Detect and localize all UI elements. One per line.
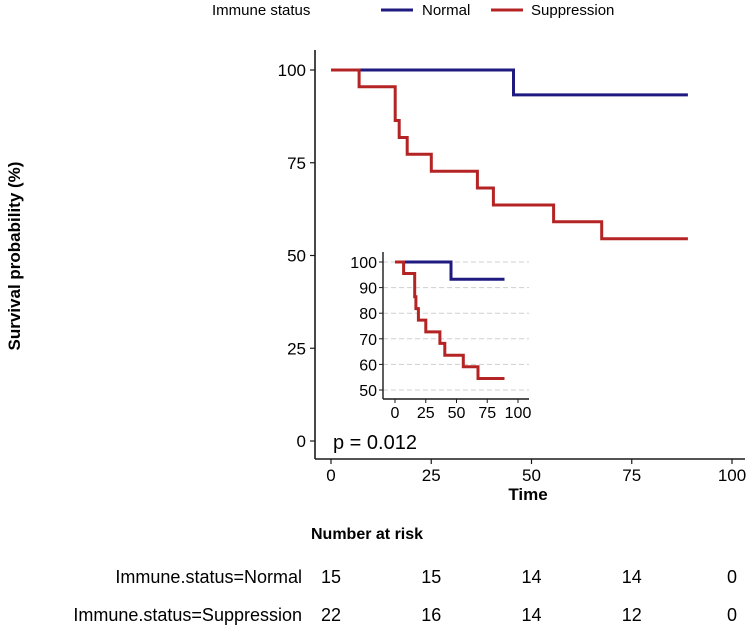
risk-cell: 22	[321, 605, 341, 625]
inset-x-tick-label: 0	[391, 405, 400, 422]
inset-gridlines	[383, 252, 529, 399]
risk-table-title: Number at risk	[311, 526, 423, 543]
inset-y-tick-label: 90	[359, 281, 377, 298]
main-x-tick-label: 25	[422, 466, 441, 485]
risk-row-label-normal: Immune.status=Normal	[115, 567, 302, 587]
p-value-label: p = 0.012	[333, 432, 417, 454]
risk-cell: 14	[521, 605, 541, 625]
risk-cell: 12	[622, 605, 642, 625]
legend-label-suppression: Suppression	[531, 2, 614, 19]
main-x-tick-label: 75	[622, 466, 641, 485]
inset-series-suppression	[395, 260, 505, 380]
risk-cell: 16	[421, 605, 441, 625]
inset-x-tick-label: 50	[448, 405, 466, 422]
inset-background	[383, 252, 529, 399]
y-axis-title: Survival probability (%)	[5, 162, 24, 351]
risk-cell: 0	[727, 605, 737, 625]
inset-x-tick-label: 75	[478, 405, 496, 422]
risk-cell: 15	[421, 567, 441, 587]
main-x-tick-label: 0	[326, 466, 335, 485]
legend: Immune status Normal Suppression	[212, 2, 614, 19]
risk-cell: 0	[727, 567, 737, 587]
inset-y-tick-label: 70	[359, 332, 377, 349]
main-y-tick-label: 0	[297, 432, 306, 451]
main-y-tick-label: 25	[287, 339, 306, 358]
main-y-tick-label: 75	[287, 154, 306, 173]
legend-label-normal: Normal	[422, 2, 470, 19]
inset-axes: 50 60 70 80 90 100 0 25 50 75 100	[350, 252, 531, 422]
x-axis-title: Time	[508, 485, 547, 504]
inset-x-tick-label: 25	[417, 405, 435, 422]
main-y-tick-label: 100	[278, 61, 306, 80]
risk-cell: 14	[622, 567, 642, 587]
risk-row-label-suppression: Immune.status=Suppression	[73, 605, 302, 625]
main-series-normal	[331, 68, 688, 97]
inset-y-tick-label: 80	[359, 306, 377, 323]
main-y-tick-label: 50	[287, 247, 306, 266]
risk-values: 15 15 14 14 0 22 16 14 12 0	[321, 567, 737, 625]
main-x-tick-label: 50	[522, 466, 541, 485]
main-series-suppression	[331, 68, 688, 241]
main-x-tick-label: 100	[718, 466, 746, 485]
risk-cell: 14	[521, 567, 541, 587]
inset-y-tick-label: 60	[359, 357, 377, 374]
main-axes: 0 25 50 75 100 0 25 50 75 100	[278, 50, 746, 485]
inset-x-tick-label: 100	[505, 405, 532, 422]
main-series-group	[331, 68, 688, 241]
inset-series-normal	[395, 260, 505, 281]
inset-series-group	[395, 260, 505, 380]
inset-y-tick-label: 50	[359, 383, 377, 400]
inset-y-tick-label: 100	[350, 255, 377, 272]
risk-table: Number at risk Immune.status=Normal Immu…	[73, 526, 737, 625]
legend-title: Immune status	[212, 2, 310, 19]
risk-cell: 15	[321, 567, 341, 587]
